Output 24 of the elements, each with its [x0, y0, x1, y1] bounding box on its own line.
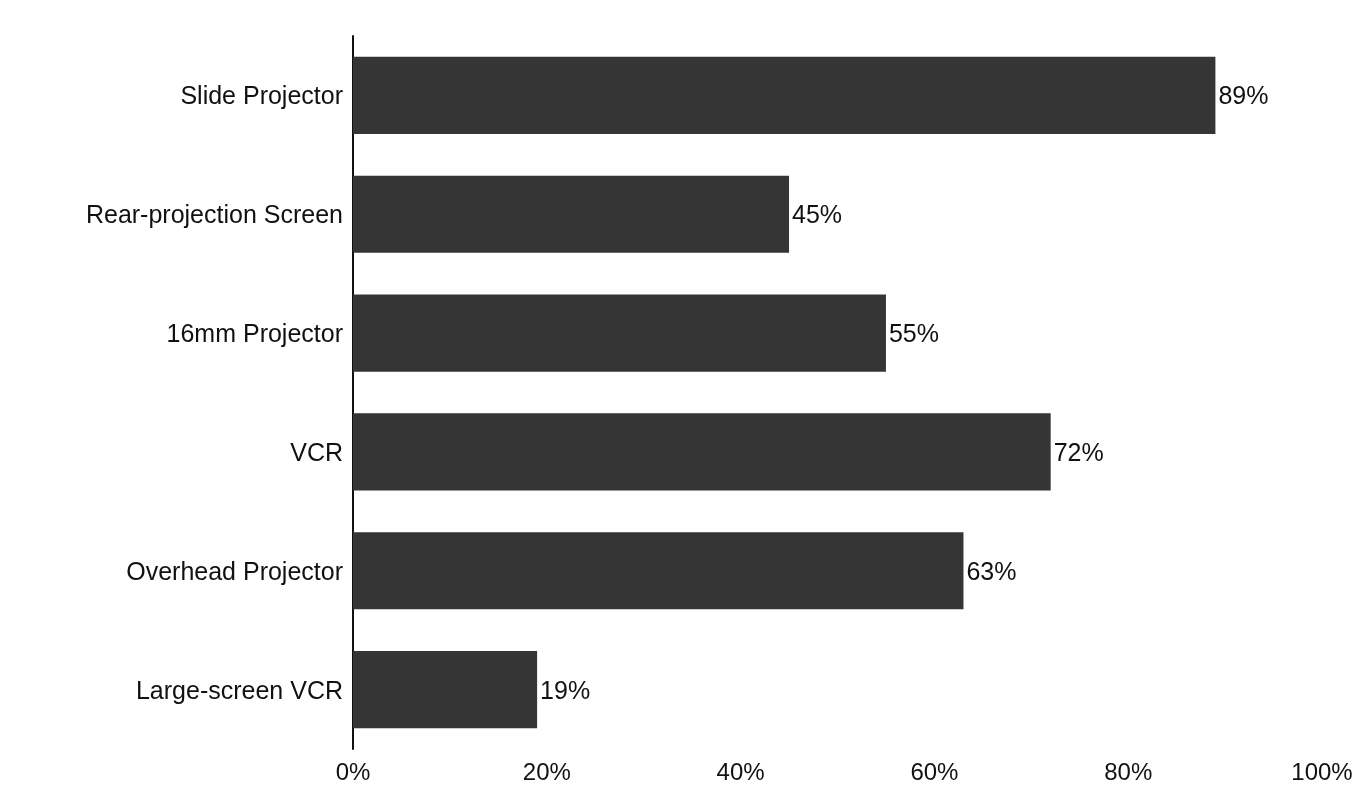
bar [353, 650, 538, 729]
y-tick-label: Rear-projection Screen [85, 200, 343, 229]
bar [353, 56, 1216, 135]
x-tick-label: 100% [1291, 757, 1353, 785]
y-tick-label: Large-screen VCR [135, 675, 343, 704]
y-tick-label: Slide Projector [180, 81, 343, 110]
x-tick-label: 60% [910, 757, 959, 785]
y-tick-label: 16mm Projector [166, 319, 343, 348]
bar [353, 532, 964, 610]
bar [353, 175, 790, 253]
y-tick-label: Overhead Projector [126, 556, 343, 585]
data-label: 72% [1053, 437, 1104, 466]
x-tick-label: 80% [1104, 757, 1153, 785]
data-label: 45% [792, 200, 843, 229]
data-label: 55% [888, 319, 939, 348]
x-tick-label: 0% [335, 757, 371, 785]
bar [353, 413, 1051, 491]
bar [353, 294, 886, 372]
data-label: 19% [540, 675, 591, 704]
data-label: 89% [1218, 81, 1269, 110]
x-tick-label: 20% [522, 757, 571, 785]
data-label: 63% [966, 556, 1017, 585]
x-tick-label: 40% [716, 757, 765, 785]
y-tick-label: VCR [290, 437, 343, 466]
